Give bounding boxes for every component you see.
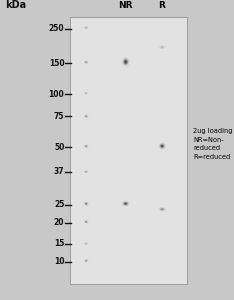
Text: 50: 50 bbox=[54, 142, 64, 152]
Text: 150: 150 bbox=[49, 58, 64, 68]
Text: 2ug loading
NR=Non-
reduced
R=reduced: 2ug loading NR=Non- reduced R=reduced bbox=[193, 128, 233, 160]
Text: kDa: kDa bbox=[5, 1, 26, 10]
Text: 75: 75 bbox=[54, 112, 64, 121]
Text: NR: NR bbox=[118, 2, 132, 10]
Text: 10: 10 bbox=[54, 257, 64, 266]
Text: 20: 20 bbox=[54, 218, 64, 227]
Text: 37: 37 bbox=[54, 167, 64, 176]
Text: 250: 250 bbox=[49, 24, 64, 33]
Text: 100: 100 bbox=[49, 90, 64, 99]
Bar bbox=[70, 16, 187, 283]
Text: R: R bbox=[158, 2, 165, 10]
Text: 25: 25 bbox=[54, 200, 64, 209]
Text: 15: 15 bbox=[54, 239, 64, 248]
